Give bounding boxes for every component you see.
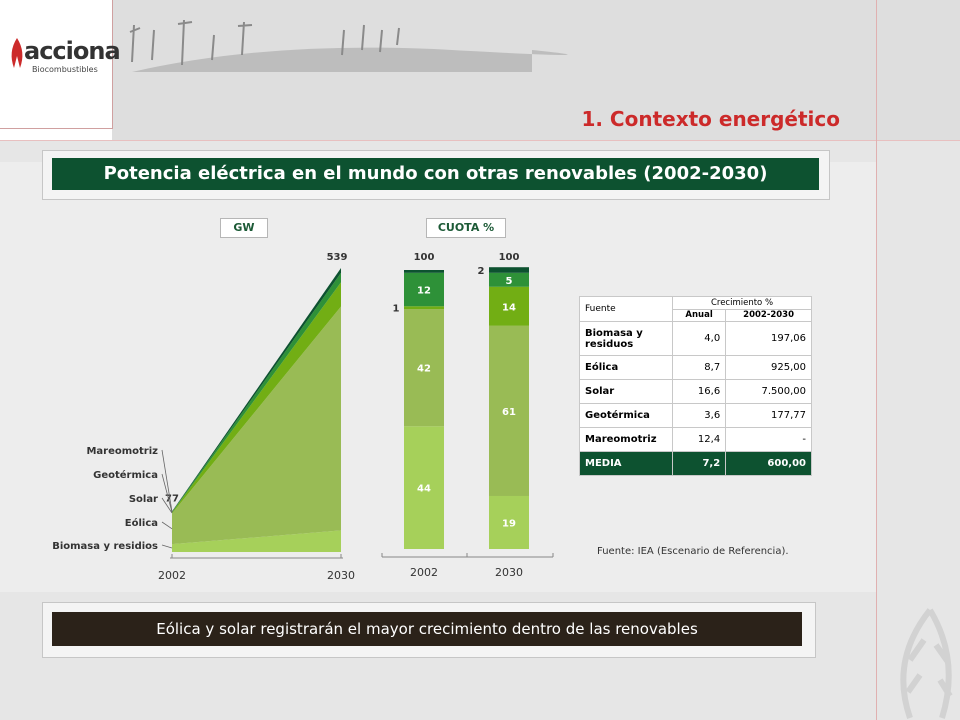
data-label: 19 bbox=[502, 518, 516, 529]
source-note: Fuente: IEA (Escenario de Referencia). bbox=[597, 546, 789, 557]
leaf-watermark-icon bbox=[900, 608, 953, 719]
table-row: Eólica 8,7 925,00 bbox=[579, 355, 812, 380]
total-label: 100 bbox=[499, 252, 520, 263]
series-label: Solar bbox=[129, 494, 158, 505]
table-header-fuente: Fuente bbox=[579, 296, 673, 322]
table-cell-anual: 4,0 bbox=[671, 321, 727, 356]
table-cell-anual: 3,6 bbox=[671, 403, 727, 428]
table-cell-anual: 16,6 bbox=[671, 379, 727, 404]
data-label: 5 bbox=[506, 276, 513, 287]
divider-line bbox=[876, 0, 877, 720]
logo-text: acciona bbox=[24, 37, 121, 65]
table-row-average: MEDIA 7,2 600,00 bbox=[579, 451, 812, 476]
table-cell-anual: 12,4 bbox=[671, 427, 727, 452]
data-label: 61 bbox=[502, 407, 516, 418]
data-label: 44 bbox=[417, 484, 431, 495]
table-cell-fuente: Eólica bbox=[579, 355, 673, 380]
slide-title: Potencia eléctrica en el mundo con otras… bbox=[52, 158, 819, 190]
area-eolica bbox=[172, 306, 341, 545]
bar-biomasa bbox=[404, 426, 444, 549]
table-cell-anual: 8,7 bbox=[671, 355, 727, 380]
leader-line bbox=[161, 473, 173, 513]
table-row: Mareomotriz 12,4 - bbox=[579, 427, 812, 452]
area-mareomotriz bbox=[172, 268, 341, 512]
data-label: 1 bbox=[393, 304, 400, 315]
series-label: Geotérmica bbox=[93, 469, 158, 481]
series-label: Mareomotriz bbox=[86, 446, 158, 457]
total-label: 539 bbox=[327, 252, 348, 263]
bar-geotermica bbox=[404, 272, 444, 307]
table-cell-total: 925,00 bbox=[725, 355, 812, 380]
table-cell-fuente: Biomasa y residuos bbox=[579, 321, 673, 356]
growth-table: Fuente Crecimiento % Anual 2002-2030 Bio… bbox=[579, 296, 812, 476]
table-row: Solar 16,6 7.500,00 bbox=[579, 379, 812, 404]
table-cell-anual: 7,2 bbox=[671, 451, 727, 476]
unit-tag-cuota: CUOTA % bbox=[426, 218, 506, 238]
x-tick-label: 2002 bbox=[410, 566, 438, 579]
section-title: 1. Contexto energético bbox=[581, 107, 840, 131]
leader-line bbox=[161, 449, 173, 512]
data-label: 12 bbox=[417, 286, 431, 297]
series-label: Eólica bbox=[125, 517, 158, 529]
unit-tag-gw: GW bbox=[220, 218, 268, 238]
header-banner bbox=[112, 0, 960, 140]
bar-eolica bbox=[489, 325, 529, 496]
table-header-anual: Anual bbox=[671, 308, 727, 322]
data-label: 14 bbox=[502, 302, 516, 313]
bar-biomasa bbox=[489, 495, 529, 549]
area-solar bbox=[172, 282, 341, 514]
table-row: Geotérmica 3,6 177,77 bbox=[579, 403, 812, 428]
table-header-period: 2002-2030 bbox=[725, 308, 812, 322]
logo-subtitle: Biocombustibles bbox=[32, 65, 98, 74]
table-cell-total: 177,77 bbox=[725, 403, 812, 428]
area-biomasa bbox=[172, 530, 341, 552]
data-label: 2 bbox=[478, 266, 485, 277]
table-cell-total: - bbox=[725, 427, 812, 452]
footer-message: Eólica y solar registrarán el mayor crec… bbox=[52, 612, 802, 646]
table-cell-fuente: MEDIA bbox=[579, 451, 673, 476]
x-tick-label: 2030 bbox=[327, 569, 355, 582]
table-cell-total: 7.500,00 bbox=[725, 379, 812, 404]
series-label: Biomasa y residios bbox=[52, 541, 158, 552]
table-cell-fuente: Solar bbox=[579, 379, 673, 404]
acciona-leaf-icon bbox=[11, 38, 23, 68]
leader-line bbox=[161, 497, 173, 514]
leader-line bbox=[161, 521, 173, 530]
divider-line bbox=[0, 140, 960, 141]
table-cell-fuente: Geotérmica bbox=[579, 403, 673, 428]
bar-mareomotriz bbox=[489, 267, 529, 273]
area-geotermica bbox=[172, 272, 341, 513]
total-label: 100 bbox=[414, 252, 435, 263]
landscape-illustration bbox=[129, 19, 568, 72]
table-row: Biomasa y residuos 4,0 197,06 bbox=[579, 321, 812, 356]
leader-line bbox=[161, 544, 173, 549]
bar-solar bbox=[404, 306, 444, 310]
logo-panel bbox=[0, 0, 113, 129]
bar-geotermica bbox=[489, 272, 529, 287]
x-tick-label: 2030 bbox=[495, 566, 523, 579]
table-cell-fuente: Mareomotriz bbox=[579, 427, 673, 452]
table-cell-total: 600,00 bbox=[725, 451, 812, 476]
data-label: 42 bbox=[417, 364, 431, 375]
table-header-crecimiento: Crecimiento % bbox=[672, 296, 812, 310]
bar-solar bbox=[489, 286, 529, 326]
total-label: 77 bbox=[165, 493, 179, 504]
bar-eolica bbox=[404, 309, 444, 427]
table-cell-total: 197,06 bbox=[725, 321, 812, 356]
bar-mareomotriz bbox=[404, 270, 444, 273]
x-tick-label: 2002 bbox=[158, 569, 186, 582]
